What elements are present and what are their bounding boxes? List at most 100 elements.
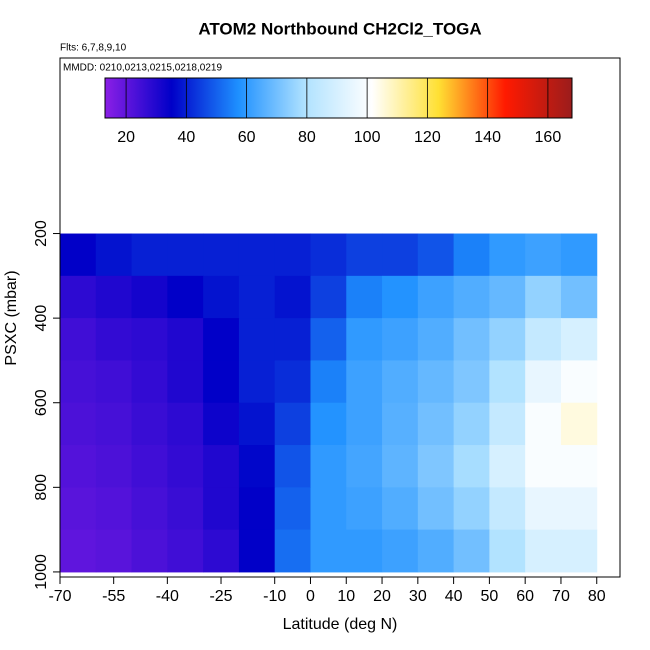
cell (382, 275, 419, 319)
x-tick-label: 40 (445, 588, 463, 605)
x-tick-label: 70 (552, 588, 570, 605)
cell (238, 360, 276, 404)
cell (346, 487, 383, 531)
cell (238, 402, 276, 446)
cell (95, 360, 133, 404)
colorbar-tick-label: 160 (535, 129, 562, 146)
cell (560, 360, 598, 404)
cell (238, 487, 276, 531)
cell (346, 360, 383, 404)
cell (60, 529, 97, 573)
cell (167, 275, 204, 319)
x-tick-label: -70 (48, 588, 71, 605)
cell (417, 233, 455, 277)
cell (238, 445, 276, 488)
cell (95, 275, 133, 319)
cell (560, 275, 598, 319)
cell (203, 402, 240, 446)
cell (274, 529, 311, 573)
colorbar (104, 77, 573, 119)
cell (417, 445, 455, 488)
cell (203, 445, 240, 488)
cell (131, 487, 168, 531)
cell (131, 445, 168, 488)
cell (489, 529, 526, 573)
cell (310, 529, 347, 573)
cell (346, 445, 383, 488)
cell (167, 402, 204, 446)
cell (453, 529, 490, 573)
x-tick-label: -55 (102, 588, 125, 605)
cell (274, 402, 311, 446)
cell (274, 487, 311, 531)
y-axis-label: PSXC (mbar) (3, 270, 20, 365)
cell (525, 487, 562, 531)
x-tick-label: -25 (209, 588, 232, 605)
x-tick-label: 60 (516, 588, 534, 605)
cell (167, 318, 204, 361)
x-tick-label: 50 (480, 588, 498, 605)
cell (489, 275, 526, 319)
cell (382, 402, 419, 446)
cell (453, 402, 490, 446)
colorbar-tick-label: 80 (298, 129, 316, 146)
x-axis-label: Latitude (deg N) (283, 616, 398, 633)
cell (167, 487, 204, 531)
cell (346, 318, 383, 361)
cell (417, 529, 455, 573)
cell (382, 445, 419, 488)
curtain (60, 233, 598, 573)
cell (560, 233, 598, 277)
subtitle: Flts: 6,7,8,9,10 (60, 43, 127, 54)
cell (453, 275, 490, 319)
cell (238, 233, 276, 277)
cell (95, 233, 133, 277)
cell (417, 402, 455, 446)
x-tick-label: 20 (373, 588, 391, 605)
cell (417, 360, 455, 404)
y-tick-label: 800 (33, 474, 50, 501)
cell (131, 529, 168, 573)
cell (274, 360, 311, 404)
cell (489, 233, 526, 277)
cell (60, 233, 97, 277)
colorbar-tick-label: 140 (474, 129, 501, 146)
cell (203, 318, 240, 361)
cell (60, 275, 97, 319)
cell (453, 445, 490, 488)
cell (95, 445, 133, 488)
cell (167, 233, 204, 277)
cell (131, 275, 168, 319)
cell (60, 360, 97, 404)
cell (489, 445, 526, 488)
cell (310, 487, 347, 531)
cell (346, 402, 383, 446)
cell (238, 275, 276, 319)
cell (489, 487, 526, 531)
cell (274, 318, 311, 361)
cell (274, 275, 311, 319)
cell (310, 445, 347, 488)
cell (167, 360, 204, 404)
chart-title: ATOM2 Northbound CH2Cl2_TOGA (198, 19, 481, 38)
cell (525, 275, 562, 319)
cell (60, 487, 97, 531)
cell (95, 487, 133, 531)
cell (238, 318, 276, 361)
cell (310, 233, 347, 277)
cell (95, 402, 133, 446)
colorbar-tick-label: 40 (177, 129, 195, 146)
cell (453, 233, 490, 277)
cell (60, 402, 97, 446)
colorbar-tick-label: 60 (238, 129, 256, 146)
cell (131, 318, 168, 361)
colorbar-tick-label: 120 (414, 129, 441, 146)
x-tick-label: -40 (156, 588, 179, 605)
cell (203, 360, 240, 404)
cell (203, 529, 240, 573)
cell (417, 318, 455, 361)
cell (346, 233, 383, 277)
cell (560, 318, 598, 361)
cell (310, 360, 347, 404)
cell (525, 233, 562, 277)
